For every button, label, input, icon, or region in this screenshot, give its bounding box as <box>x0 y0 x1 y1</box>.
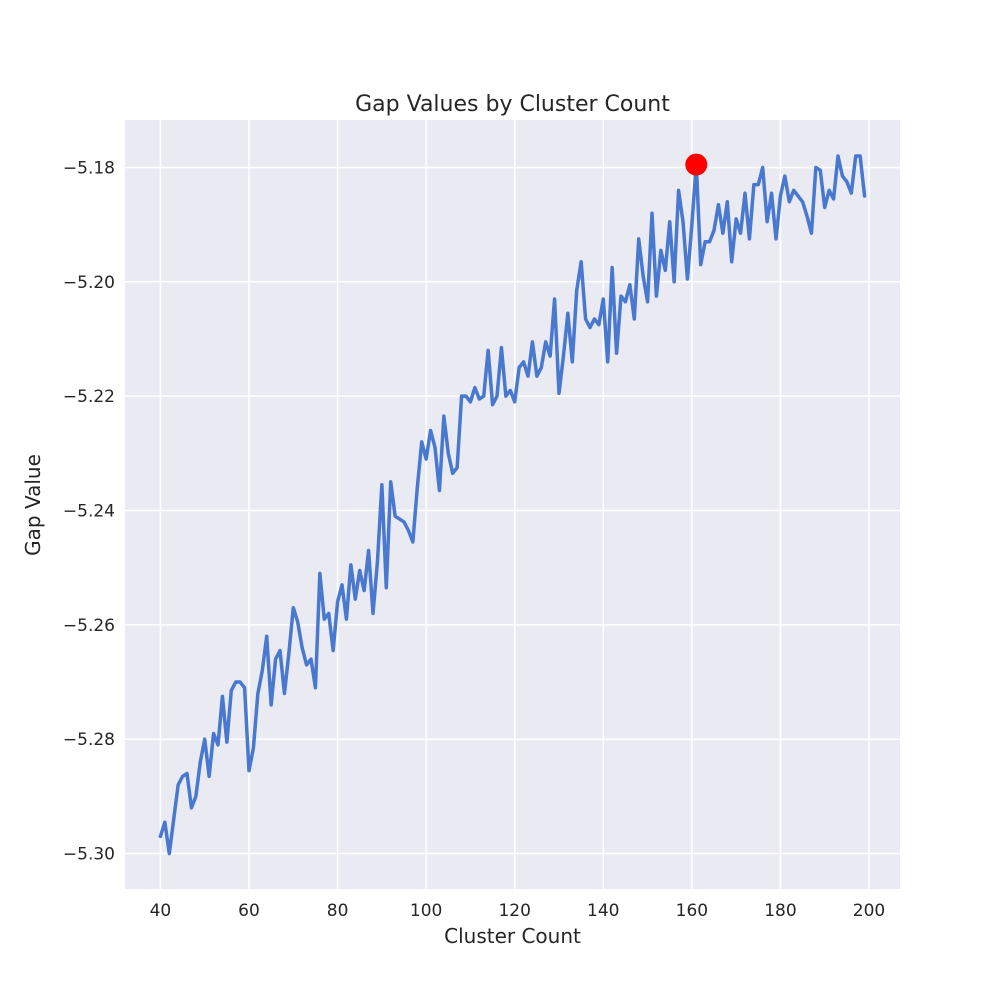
y-tick-label: −5.26 <box>63 616 115 636</box>
y-axis-label: Gap Value <box>21 454 45 556</box>
x-tick-labels: 40 60 80 100 120 140 160 180 200 <box>150 901 886 921</box>
series-line <box>158 154 867 856</box>
x-tick-label: 200 <box>853 901 885 921</box>
grid-lines <box>125 120 900 889</box>
y-tick-label: −5.28 <box>63 730 115 750</box>
plot-background <box>125 120 900 889</box>
y-tick-label: −5.30 <box>63 845 115 865</box>
y-tick-label: −5.22 <box>63 387 115 407</box>
max-gap-marker <box>685 153 708 176</box>
x-tick-label: 80 <box>327 901 349 921</box>
chart-title: Gap Values by Cluster Count <box>355 92 670 117</box>
x-tick-label: 180 <box>764 901 796 921</box>
x-tick-label: 160 <box>676 901 708 921</box>
x-tick-label: 100 <box>410 901 442 921</box>
x-tick-label: 120 <box>498 901 530 921</box>
x-tick-label: 60 <box>238 901 260 921</box>
x-axis-label: Cluster Count <box>444 924 581 948</box>
x-tick-label: 140 <box>587 901 619 921</box>
y-tick-label: −5.24 <box>63 502 115 522</box>
y-tick-label: −5.20 <box>63 273 115 293</box>
x-tick-label: 40 <box>150 901 172 921</box>
y-tick-label: −5.18 <box>63 158 115 178</box>
series-group <box>158 153 867 856</box>
y-tick-labels: −5.18 −5.20 −5.22 −5.24 −5.26 −5.28 −5.30 <box>63 158 115 864</box>
